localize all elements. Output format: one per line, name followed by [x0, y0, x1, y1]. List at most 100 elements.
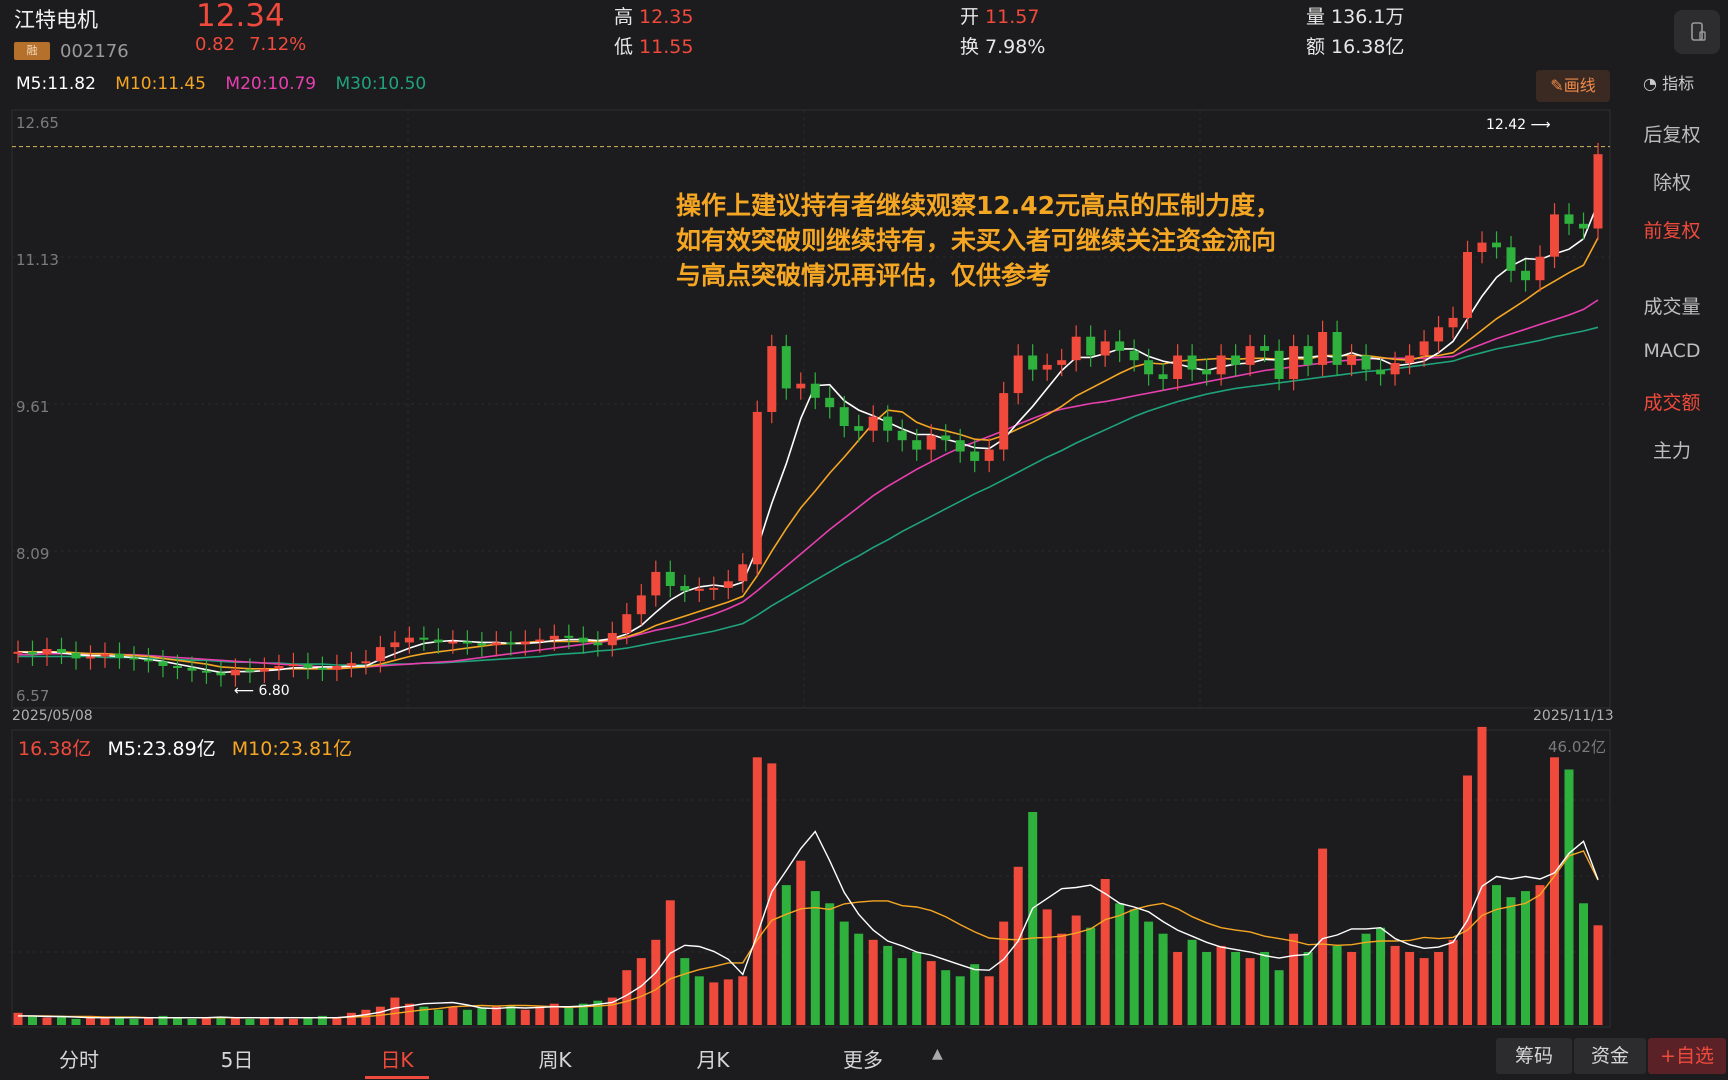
side-item-volume[interactable]: 成交量	[1643, 296, 1701, 318]
volume-bar	[622, 970, 632, 1025]
volume-bar	[100, 1017, 110, 1025]
low-marker-value: 6.80	[258, 683, 290, 699]
candle-body	[1535, 256, 1545, 281]
candle-body	[694, 588, 704, 591]
candle-body	[1593, 154, 1603, 229]
high-marker: 12.42 ⟶	[1486, 117, 1551, 133]
volume-bar	[448, 1006, 458, 1025]
candle-body	[709, 587, 719, 590]
candle-body	[1332, 332, 1342, 365]
ma30-line	[18, 326, 1599, 666]
volume-bar	[361, 1009, 371, 1025]
candle-body	[390, 642, 400, 648]
volume-bar	[1448, 939, 1458, 1025]
volume-bar	[245, 1018, 255, 1025]
tab-intraday[interactable]: 分时	[59, 1048, 99, 1072]
volume-bar	[1274, 970, 1284, 1025]
candle-body	[1448, 317, 1458, 328]
candle-body	[317, 667, 327, 670]
candle-body	[1376, 369, 1386, 375]
candle-body	[564, 635, 574, 638]
candle-body	[1419, 341, 1429, 356]
volume-bar	[520, 1009, 530, 1025]
side-item-turnover[interactable]: 成交额	[1643, 392, 1701, 414]
volume-bar	[1361, 933, 1371, 1025]
candle-body	[28, 651, 37, 655]
candle-body	[578, 637, 588, 643]
last-price: 12.34	[196, 0, 285, 34]
volume-bar	[738, 976, 748, 1025]
volume-bar	[433, 1009, 443, 1025]
volume-bar	[506, 1005, 516, 1025]
volume-bar	[680, 958, 690, 1025]
volume-bar	[1376, 927, 1386, 1025]
side-item-ex-rights[interactable]: 除权	[1652, 172, 1691, 194]
tab-more[interactable]: 更多	[843, 1048, 883, 1072]
volume-bar	[1303, 952, 1313, 1025]
candle-body	[665, 571, 675, 586]
candle-body	[535, 639, 545, 642]
volume-bar	[187, 1018, 197, 1025]
side-item-macd[interactable]: MACD	[1643, 340, 1701, 362]
candle-body	[1173, 355, 1183, 379]
low-value: 11.55	[639, 36, 694, 58]
volume-bar	[651, 939, 661, 1025]
high-label: 高	[614, 6, 634, 28]
candle-body	[767, 346, 777, 412]
add-watchlist-button[interactable]: +自选	[1648, 1038, 1726, 1074]
candle-body	[201, 670, 211, 673]
volume-legend: 16.38亿 M5:23.89亿 M10:23.81亿	[18, 734, 362, 761]
candle-body	[1434, 327, 1444, 342]
candle-body	[144, 659, 153, 662]
candle-body	[941, 435, 951, 441]
kline-chart[interactable]	[0, 0, 1620, 1030]
chips-button[interactable]: 筹码	[1496, 1038, 1572, 1074]
candle-body	[1463, 252, 1472, 318]
volume-bar	[883, 945, 893, 1025]
phone-icon	[1691, 22, 1706, 41]
caret-up-icon[interactable]: ▲	[932, 1046, 943, 1062]
candle-body	[42, 649, 52, 655]
candle-body	[1550, 214, 1559, 257]
volume-bar	[709, 982, 719, 1025]
volume-bar	[129, 1018, 139, 1025]
volume-bar	[332, 1017, 342, 1025]
volume-bar	[477, 1008, 487, 1025]
volume-bar	[926, 961, 936, 1025]
amount-label: 额	[1306, 36, 1326, 58]
turnover-stat: 换 7.98%	[960, 32, 1045, 59]
candle-body	[549, 635, 559, 640]
candle-body	[1231, 355, 1241, 365]
amount-value: 16.38亿	[1331, 36, 1405, 58]
draw-line-button[interactable]: ✎画线	[1536, 70, 1610, 102]
volume-bar	[607, 997, 617, 1025]
volume-stat: 量 136.1万	[1306, 2, 1404, 29]
candle-body	[999, 393, 1009, 450]
candle-body	[651, 571, 661, 596]
volume-bar	[1187, 939, 1197, 1025]
volume-bar	[912, 952, 922, 1025]
candle-body	[230, 669, 240, 676]
tab-monthly[interactable]: 月K	[696, 1048, 730, 1072]
tab-weekly[interactable]: 周K	[538, 1048, 572, 1072]
tab-5day[interactable]: 5日	[220, 1048, 254, 1072]
side-item-main-force[interactable]: 主力	[1652, 440, 1691, 462]
candle-body	[129, 657, 139, 660]
volume-bar	[1216, 945, 1226, 1025]
indicator-button[interactable]: ◔ 指标	[1643, 70, 1694, 94]
candle-body	[1318, 332, 1328, 365]
candle-body	[854, 426, 864, 431]
side-item-back-adjust[interactable]: 后复权	[1643, 124, 1701, 146]
volume-bar	[767, 763, 777, 1025]
volume-bar	[158, 1015, 168, 1025]
phone-rotate-button[interactable]	[1674, 10, 1720, 54]
funds-button[interactable]: 资金	[1574, 1038, 1646, 1074]
side-item-forward-adjust[interactable]: 前复权	[1643, 220, 1701, 242]
volume-bar	[1535, 885, 1545, 1025]
volume-bar	[216, 1016, 226, 1025]
tab-daily[interactable]: 日K	[380, 1048, 414, 1072]
candle-body	[71, 652, 81, 659]
volume-bar	[1477, 726, 1487, 1025]
volume-bar	[144, 1017, 153, 1025]
ma10-line	[18, 237, 1599, 670]
